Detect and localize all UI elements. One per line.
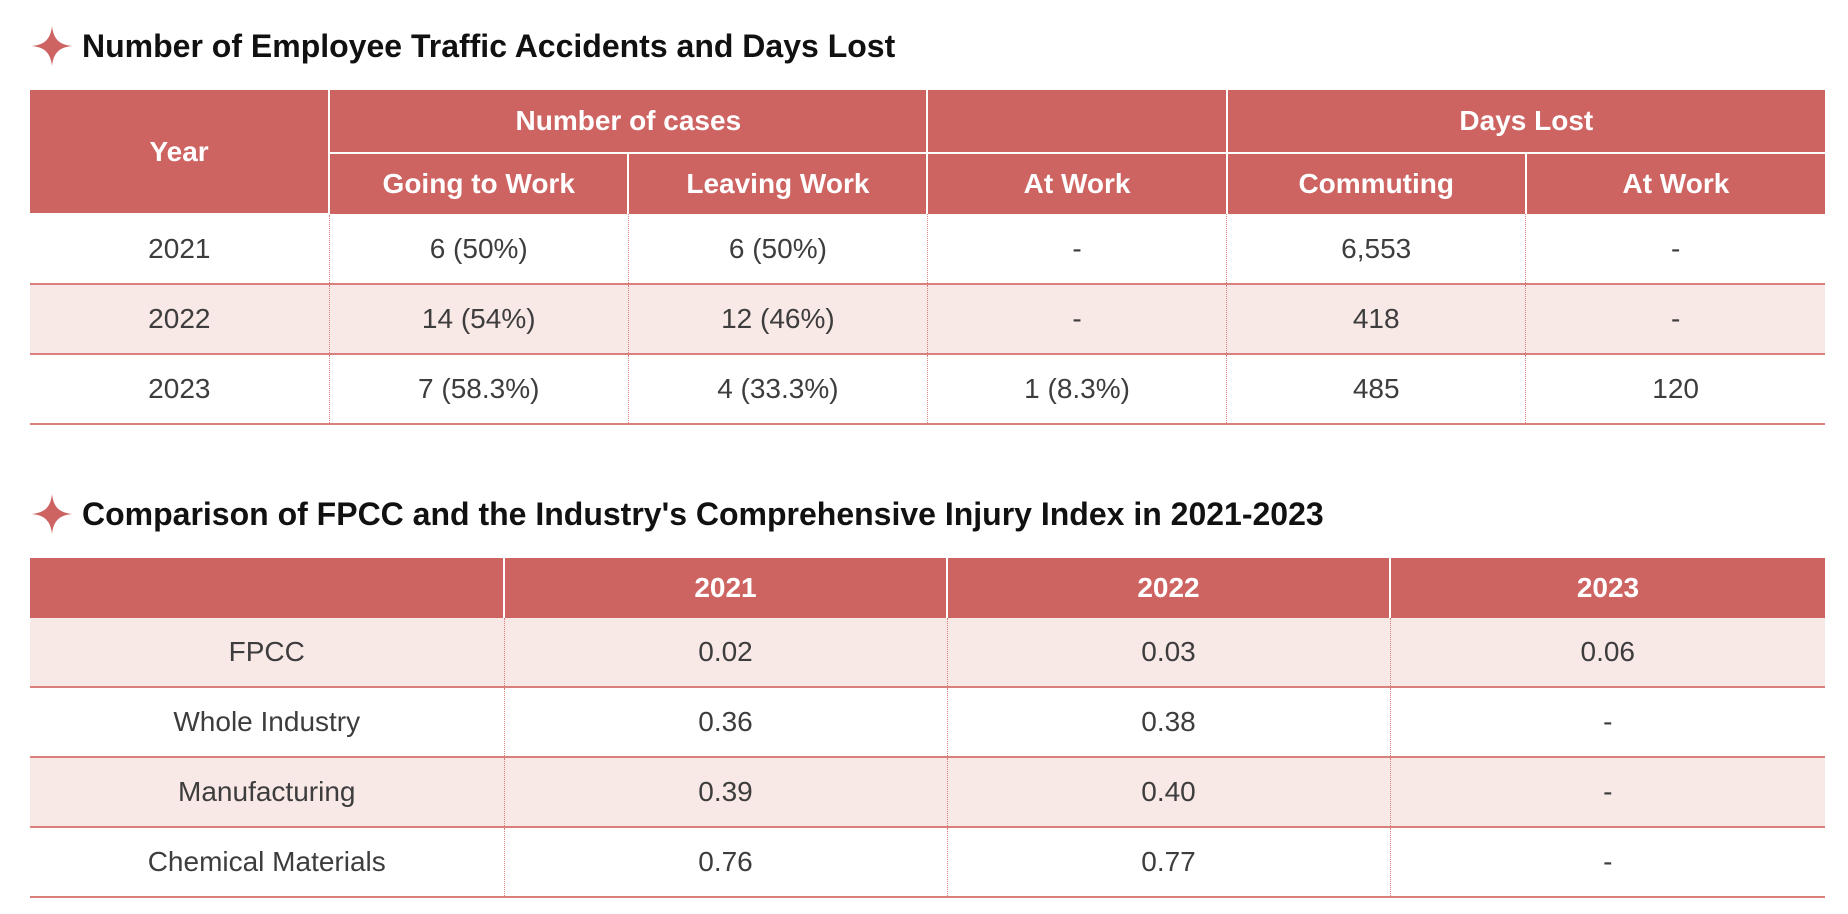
cell-2022: 0.03	[946, 618, 1390, 688]
cell-going: 6 (50%)	[328, 214, 629, 285]
section-title-injury-index: Comparison of FPCC and the Industry's Co…	[30, 488, 1324, 540]
cell-year: 2022	[30, 284, 330, 355]
header-days-at-work: At Work	[1524, 153, 1825, 214]
cell-leaving: 4 (33.3%)	[627, 354, 928, 425]
table-row: Manufacturing 0.39 0.40 -	[30, 757, 1825, 828]
header-2021: 2021	[503, 558, 948, 618]
cell-commuting: 485	[1226, 354, 1526, 425]
four-point-star-icon	[32, 26, 72, 66]
section-title-text: Number of Employee Traffic Accidents and…	[82, 27, 896, 64]
cell-label: FPCC	[30, 618, 504, 688]
cell-label: Chemical Materials	[30, 827, 504, 898]
cell-2023: -	[1389, 827, 1825, 898]
header-number-of-cases: Number of cases	[328, 90, 929, 154]
header-blank-group	[926, 90, 1228, 154]
table-row: FPCC 0.02 0.03 0.06	[30, 618, 1825, 688]
cell-2022: 0.40	[946, 757, 1390, 828]
cell-days-at-work: 120	[1525, 354, 1825, 425]
cell-2021: 0.02	[503, 618, 947, 688]
cell-days-at-work: -	[1525, 214, 1825, 285]
table-row: Whole Industry 0.36 0.38 -	[30, 687, 1825, 758]
traffic-accidents-table: Year Number of cases Days Lost Going to …	[30, 90, 1825, 425]
cell-label: Manufacturing	[30, 757, 504, 828]
table-row: 2023 7 (58.3%) 4 (33.3%) 1 (8.3%) 485 12…	[30, 354, 1825, 425]
injury-index-table: 2021 2022 2023 FPCC 0.02 0.03 0.06 Whole…	[30, 558, 1825, 898]
cell-going: 7 (58.3%)	[328, 354, 629, 425]
cell-2022: 0.77	[946, 827, 1390, 898]
cell-2023: 0.06	[1389, 618, 1825, 688]
header-blank	[30, 558, 505, 618]
section-title-text: Comparison of FPCC and the Industry's Co…	[82, 495, 1324, 532]
header-days-lost: Days Lost	[1225, 90, 1825, 154]
header-2022: 2022	[946, 558, 1391, 618]
cell-year: 2023	[30, 354, 330, 425]
cell-commuting: 6,553	[1226, 214, 1526, 285]
cell-label: Whole Industry	[30, 687, 504, 758]
section-title-traffic-accidents: Number of Employee Traffic Accidents and…	[30, 20, 895, 72]
cell-2022: 0.38	[946, 687, 1390, 758]
cell-at-work: -	[926, 284, 1227, 355]
cell-2023: -	[1389, 687, 1825, 758]
table-row: 2022 14 (54%) 12 (46%) - 418 -	[30, 284, 1825, 355]
cell-going: 14 (54%)	[328, 284, 629, 355]
header-year: Year	[30, 90, 331, 215]
cell-leaving: 12 (46%)	[627, 284, 928, 355]
header-going-to-work: Going to Work	[329, 153, 630, 214]
cell-year: 2021	[30, 214, 330, 285]
cell-2021: 0.39	[503, 757, 947, 828]
cell-at-work: -	[926, 214, 1227, 285]
cell-leaving: 6 (50%)	[627, 214, 928, 285]
cell-2021: 0.36	[503, 687, 947, 758]
header-commuting: Commuting	[1225, 153, 1527, 214]
header-leaving-work: Leaving Work	[627, 153, 929, 214]
cell-days-at-work: -	[1525, 284, 1825, 355]
table-row: Chemical Materials 0.76 0.77 -	[30, 827, 1825, 898]
cell-commuting: 418	[1226, 284, 1526, 355]
four-point-star-icon	[32, 494, 72, 534]
table-row: 2021 6 (50%) 6 (50%) - 6,553 -	[30, 214, 1825, 285]
header-2023: 2023	[1389, 558, 1825, 618]
cell-2023: -	[1389, 757, 1825, 828]
header-at-work: At Work	[926, 153, 1228, 214]
cell-at-work: 1 (8.3%)	[926, 354, 1227, 425]
cell-2021: 0.76	[503, 827, 947, 898]
